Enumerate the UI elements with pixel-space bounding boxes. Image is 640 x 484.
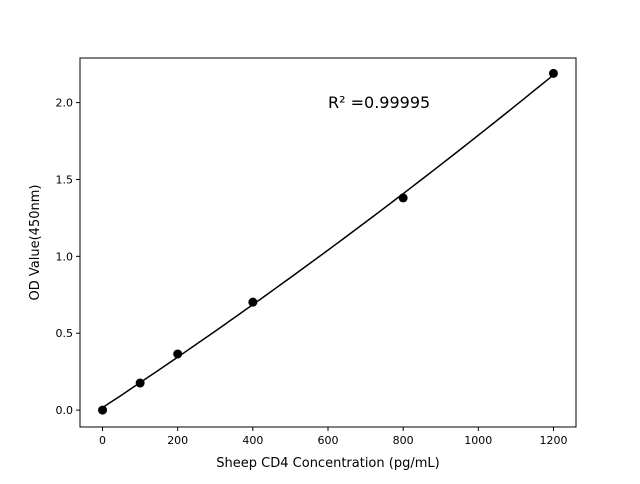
- x-tick-label: 600: [318, 434, 339, 447]
- data-point: [135, 378, 145, 388]
- x-tick-label: 1000: [464, 434, 492, 447]
- x-tick-label: 800: [393, 434, 414, 447]
- x-tick-label: 0: [99, 434, 106, 447]
- x-tick-label: 1200: [539, 434, 567, 447]
- y-tick-label: 0.5: [56, 327, 74, 340]
- x-axis-label: Sheep CD4 Concentration (pg/mL): [216, 456, 439, 471]
- y-tick-label: 2.0: [56, 97, 74, 110]
- data-point: [398, 193, 408, 203]
- y-axis-label: OD Value(450nm): [28, 185, 43, 301]
- x-tick-label: 200: [167, 434, 188, 447]
- data-point: [98, 405, 108, 415]
- x-tick-label: 400: [242, 434, 263, 447]
- data-point: [548, 68, 558, 78]
- data-point: [173, 349, 183, 359]
- y-tick-label: 1.0: [56, 250, 74, 263]
- y-tick-label: 1.5: [56, 173, 74, 186]
- fit-line: [102, 74, 554, 409]
- plot-frame: [79, 57, 577, 428]
- y-axis: 0.0 0.5 1.0 1.5 2.0: [56, 97, 80, 417]
- y-tick-label: 0.0: [56, 404, 74, 417]
- data-series: [98, 68, 558, 415]
- x-axis: 0 200 400 600 800 1000 1200: [99, 427, 567, 447]
- r-squared-annotation: R² =0.99995: [328, 93, 430, 112]
- data-point: [248, 297, 258, 307]
